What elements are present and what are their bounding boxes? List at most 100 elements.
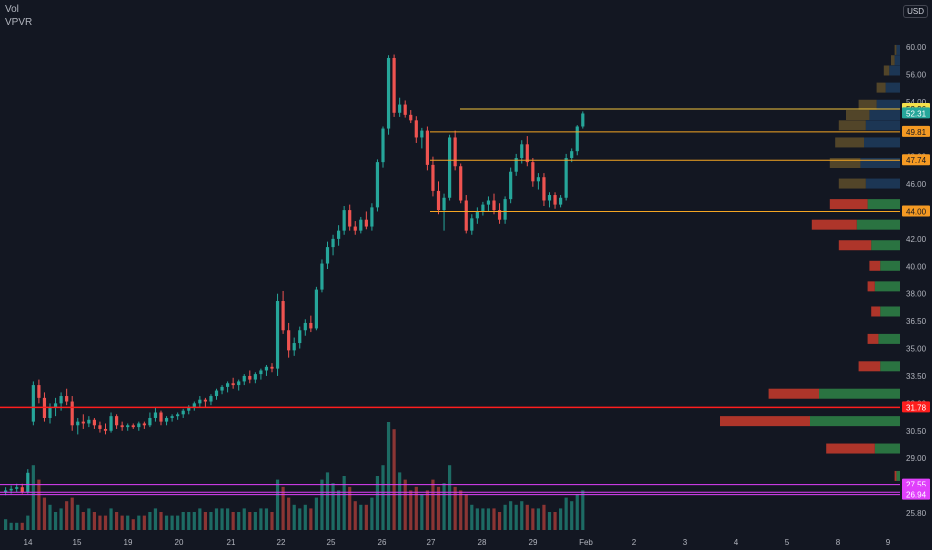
candle-body: [525, 144, 529, 163]
vp-row-up: [864, 137, 900, 148]
volume-bar: [464, 494, 468, 530]
candle-body: [403, 104, 407, 115]
price-axis[interactable]: 60.0056.0054.0050.0048.0046.0044.0042.00…: [900, 0, 932, 550]
volume-bar: [209, 512, 213, 530]
volume-bars: [4, 422, 585, 530]
price-candles[interactable]: [4, 54, 585, 496]
horizontal-lines[interactable]: [0, 108, 900, 496]
volume-bar: [509, 501, 513, 530]
volume-bar: [170, 515, 174, 530]
volume-bar: [481, 508, 485, 530]
volume-bar: [331, 483, 335, 530]
price-tag-label: 47.74: [906, 156, 927, 165]
vp-row-down: [720, 416, 810, 427]
price-tag-label: 31.78: [906, 403, 927, 412]
volume-bar: [453, 486, 457, 530]
candle-body: [337, 230, 341, 239]
candle-body: [37, 385, 41, 398]
candle-body: [570, 151, 574, 159]
candle-body: [187, 407, 191, 411]
time-tick-label: 25: [327, 538, 336, 547]
candle-body: [98, 425, 102, 429]
volume-bar: [370, 497, 374, 530]
candle-body: [176, 414, 180, 417]
price-tag: [902, 205, 930, 217]
last-price-tag: [902, 107, 930, 119]
currency-badge[interactable]: USD: [903, 5, 928, 18]
legend-vpvr[interactable]: VPVR: [5, 17, 33, 28]
candle-body: [436, 190, 441, 211]
volume-bar: [425, 490, 429, 530]
time-tick-label: 22: [277, 538, 286, 547]
candle-body: [115, 416, 119, 426]
volume-bar: [153, 508, 158, 530]
volume-bar: [264, 508, 269, 530]
candle-body: [264, 366, 269, 371]
volume-bar: [126, 515, 130, 530]
candle-body: [192, 403, 196, 408]
price-tick-label: 42.00: [906, 235, 927, 244]
price-tick-label: 33.50: [906, 372, 927, 381]
volume-bar: [65, 501, 69, 530]
candle-body: [231, 383, 235, 386]
time-tick-label: 8: [836, 538, 841, 547]
candle-body: [475, 211, 479, 219]
candle-body: [503, 199, 507, 220]
volume-bar: [159, 512, 163, 530]
time-tick-label: 14: [24, 538, 33, 547]
legend-vol[interactable]: Vol: [5, 4, 19, 15]
candle-body: [248, 375, 252, 380]
volume-bar: [253, 512, 257, 530]
volume-bar: [470, 504, 474, 530]
price-axis-bg: [900, 0, 932, 550]
volume-bar: [553, 512, 557, 530]
volume-bar: [109, 508, 113, 530]
volume-bar: [137, 515, 141, 530]
candle-body: [287, 330, 291, 351]
volume-bar: [20, 522, 24, 530]
candle-body: [159, 412, 163, 422]
candle-body: [20, 487, 24, 493]
candle-body: [26, 472, 30, 493]
time-tick-label: 15: [73, 538, 82, 547]
volume-bar: [486, 508, 491, 530]
volume-bar: [353, 501, 357, 530]
candle-body: [359, 219, 363, 231]
vp-row-down: [858, 361, 881, 372]
vp-row-up: [889, 65, 900, 76]
candle-body: [131, 425, 135, 428]
time-tick-label: 21: [227, 538, 236, 547]
volume-bar: [375, 476, 380, 530]
price-tick-label: 35.00: [906, 345, 927, 354]
vp-row-up: [880, 361, 900, 372]
candle-body: [575, 126, 579, 152]
volume-bar: [203, 512, 207, 530]
candle-body: [220, 386, 224, 391]
candle-body: [364, 219, 368, 227]
candle-body: [542, 177, 546, 201]
candle-body: [320, 263, 324, 290]
volume-bar: [270, 512, 274, 530]
volume-bar: [497, 512, 502, 530]
volume-bar: [342, 476, 346, 530]
volume-bar: [570, 501, 574, 530]
volume-bar: [492, 508, 496, 530]
volume-bar: [214, 508, 219, 530]
time-tick-label: 20: [175, 538, 184, 547]
volume-bar: [103, 515, 108, 530]
time-axis[interactable]: 14 15 19 20 21 22 25 26 27 28 29 Feb 2 3 4 5 8 9: [0, 534, 932, 550]
price-tick-label: 29.00: [906, 454, 927, 463]
candle-body: [442, 197, 446, 211]
candle-body: [464, 200, 468, 231]
candle-body: [120, 425, 124, 428]
vp-row-down: [871, 306, 881, 317]
volume-bar: [198, 508, 202, 530]
vp-row-down: [838, 120, 866, 131]
candle-body: [420, 130, 424, 138]
candle-body: [497, 210, 502, 220]
candle-body: [303, 322, 307, 331]
vp-row-up: [810, 416, 900, 427]
candle-body: [581, 113, 585, 127]
candle-body: [109, 416, 113, 431]
